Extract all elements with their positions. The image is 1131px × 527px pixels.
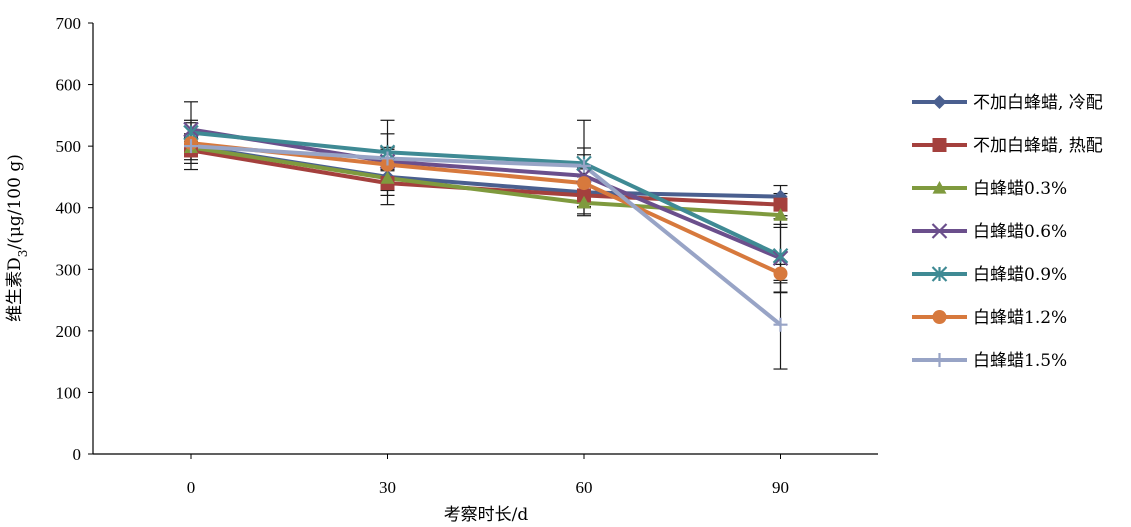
data-point-marker [773,317,788,332]
y-tick-label: 600 [56,76,82,95]
y-tick-label: 100 [56,383,82,402]
data-point-marker [380,171,395,184]
data-point-marker [932,138,947,152]
data-point-marker [931,266,948,282]
series-line [190,144,782,327]
y-tick-label: 200 [56,322,82,341]
y-axis-title: 维生素D3/(μg/100 g) [5,154,30,322]
series-lines [190,127,782,327]
series-line [190,130,782,258]
data-point-marker [932,353,947,367]
legend-label: 白蜂蜡1.5% [973,351,1067,371]
x-tick-label: 0 [187,478,196,497]
y-tick-label: 500 [56,137,82,156]
legend-label: 白蜂蜡0.3% [973,179,1067,199]
y-tick-label: 700 [56,14,82,33]
data-point-marker [773,208,788,221]
data-point-marker [932,181,947,194]
legend-label: 不加白蜂蜡, 冷配 [973,93,1103,113]
y-tick-label: 400 [56,199,82,218]
data-point-marker [772,247,789,264]
x-tick-label: 90 [772,478,789,497]
data-point-marker [184,139,198,154]
legend-label: 白蜂蜡0.9% [973,265,1067,285]
axes: 0 100 200 300 400 500 600 700 0 30 60 90 [56,14,878,497]
data-point-marker [577,188,591,203]
legend-label: 不加白蜂蜡, 热配 [973,136,1103,156]
data-point-marker [577,176,591,191]
x-tick-label: 60 [576,478,593,497]
data-point-marker [577,195,591,209]
y-tick-label: 0 [73,445,82,464]
data-point-marker [932,95,947,109]
series-line [190,127,782,261]
data-point-marker [577,158,591,173]
data-point-marker [380,151,395,166]
x-tick-label: 30 [379,478,396,497]
data-point-marker [932,310,947,324]
data-point-marker [931,223,948,239]
legend-label: 白蜂蜡1.2% [973,308,1067,328]
legend-label: 白蜂蜡0.6% [973,222,1067,242]
y-tick-label: 300 [56,260,82,279]
series-markers [183,121,789,332]
data-point-marker [773,266,788,281]
data-point-marker [773,197,788,212]
x-axis-title: 考察时长/d [444,505,529,525]
